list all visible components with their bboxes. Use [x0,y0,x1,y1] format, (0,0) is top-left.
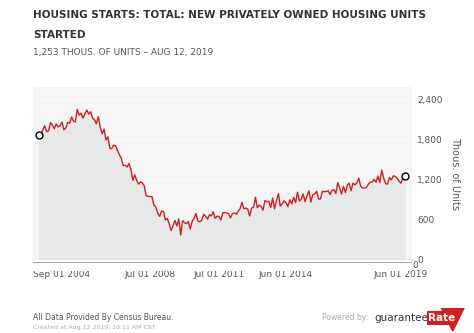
Text: Rate: Rate [428,313,456,323]
Text: Powered by:: Powered by: [322,313,369,322]
Text: All Data Provided By Census Bureau.: All Data Provided By Census Bureau. [33,313,173,322]
Text: HOUSING STARTS: TOTAL: NEW PRIVATELY OWNED HOUSING UNITS: HOUSING STARTS: TOTAL: NEW PRIVATELY OWN… [33,10,426,20]
Text: STARTED: STARTED [33,30,86,40]
Text: Created at Aug 12 2019, 10:11 AM CST: Created at Aug 12 2019, 10:11 AM CST [33,325,156,330]
Text: 0: 0 [412,261,418,270]
Text: 1,253 THOUS. OF UNITS – AUG 12, 2019: 1,253 THOUS. OF UNITS – AUG 12, 2019 [33,48,213,57]
Text: guaranteed: guaranteed [374,313,435,323]
Polygon shape [441,308,464,331]
Y-axis label: Thous. of Units: Thous. of Units [450,137,460,210]
